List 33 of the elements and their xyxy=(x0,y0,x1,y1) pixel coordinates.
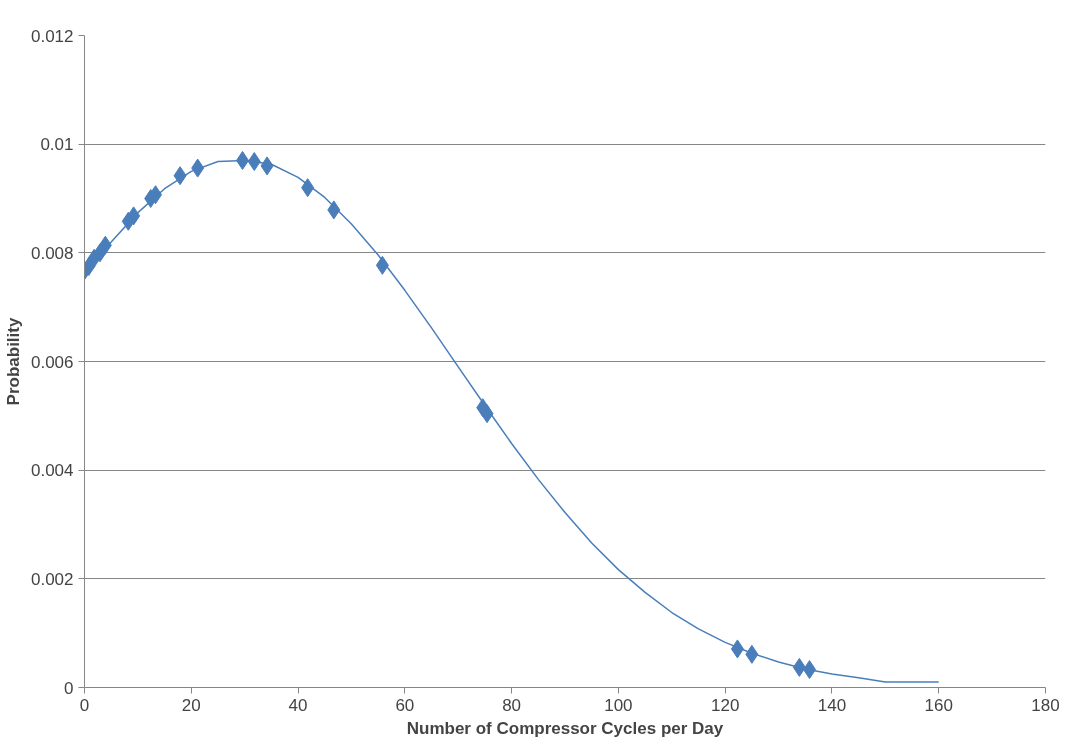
point xyxy=(803,660,817,680)
point xyxy=(173,166,187,186)
point xyxy=(247,152,261,172)
point xyxy=(98,235,112,255)
y-tick-label: 0.012 xyxy=(30,26,74,46)
x-tick-label: 120 xyxy=(710,695,740,715)
x-tick-label: 180 xyxy=(1031,695,1060,715)
y-tick-label: 0 xyxy=(64,678,74,698)
x-tick-label: 160 xyxy=(924,695,953,715)
point xyxy=(127,206,141,226)
y-tick-label: 0.01 xyxy=(40,135,74,155)
x-tick-label: 80 xyxy=(502,695,522,715)
x-axis-title: Number of Compressor Cycles per Day xyxy=(406,718,724,738)
y-tick-label: 0.006 xyxy=(30,352,74,372)
x-tick-label: 60 xyxy=(395,695,415,715)
point xyxy=(149,185,163,205)
y-axis-title: Probability xyxy=(3,317,23,406)
point xyxy=(745,644,759,664)
y-tick-label: 0.008 xyxy=(30,243,74,263)
y-tick-label: 0.002 xyxy=(30,569,74,589)
x-tick-label: 140 xyxy=(817,695,847,715)
point xyxy=(480,404,494,424)
x-tick-label: 0 xyxy=(79,695,90,715)
point xyxy=(375,255,389,275)
point xyxy=(260,156,274,176)
x-tick-label: 20 xyxy=(181,695,201,715)
x-tick-label: 40 xyxy=(288,695,308,715)
point xyxy=(301,178,315,198)
point xyxy=(236,150,250,170)
x-tick-label: 100 xyxy=(604,695,633,715)
point xyxy=(327,200,341,220)
point xyxy=(730,639,744,659)
y-tick-label: 0.004 xyxy=(30,461,74,481)
